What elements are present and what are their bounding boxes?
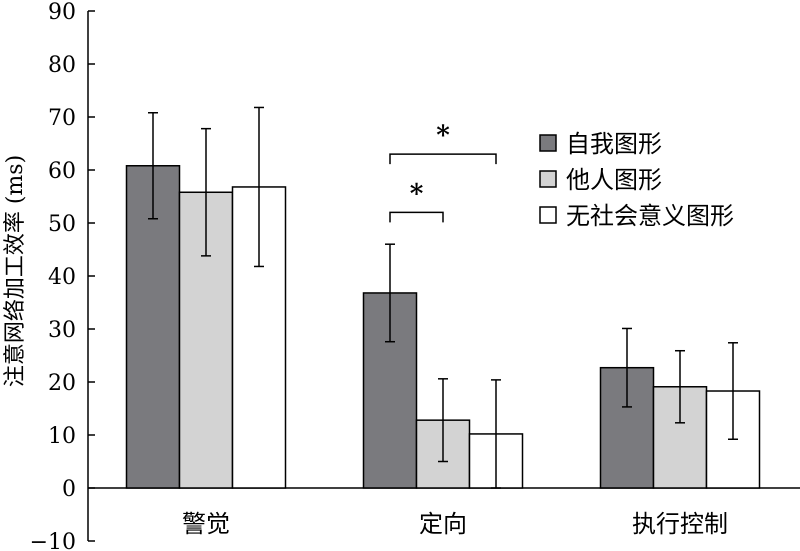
y-tick-label: 70 [48,106,76,131]
significance-star: * [410,179,424,209]
legend-label: 他人图形 [566,166,662,194]
significance-annotations: ** [389,121,497,223]
x-category-label: 执行控制 [632,510,728,538]
significance-star: * [436,121,450,151]
y-tick-label: 50 [48,212,76,237]
y-tick-label: 10 [48,424,76,449]
y-tick-label: 80 [48,53,76,78]
y-tick-label: 90 [48,0,76,25]
legend-label: 无社会意义图形 [566,202,734,230]
y-tick-label: −10 [30,530,76,551]
significance-bracket [389,153,497,165]
bar [362,292,418,489]
x-category-label: 定向 [419,510,467,538]
error-bars [148,106,738,489]
y-tick-label: 40 [48,265,76,290]
y-tick-label: 30 [48,318,76,343]
x-category-label: 警觉 [182,510,230,538]
y-axis-label: 注意网络加工效率 (ms) [3,155,28,387]
y-tick-label: 0 [62,477,76,502]
axes: −10 0 10 20 30 40 50 60 70 80 90 警觉 定向 执行控制 [30,0,800,551]
y-tick-label: 20 [48,371,76,396]
legend-swatch [539,170,557,188]
y-tick-label: 60 [48,159,76,184]
legend-swatch [539,206,557,224]
significance-bracket [389,211,444,223]
legend-swatch [539,134,557,152]
legend-label: 自我图形 [566,130,662,158]
